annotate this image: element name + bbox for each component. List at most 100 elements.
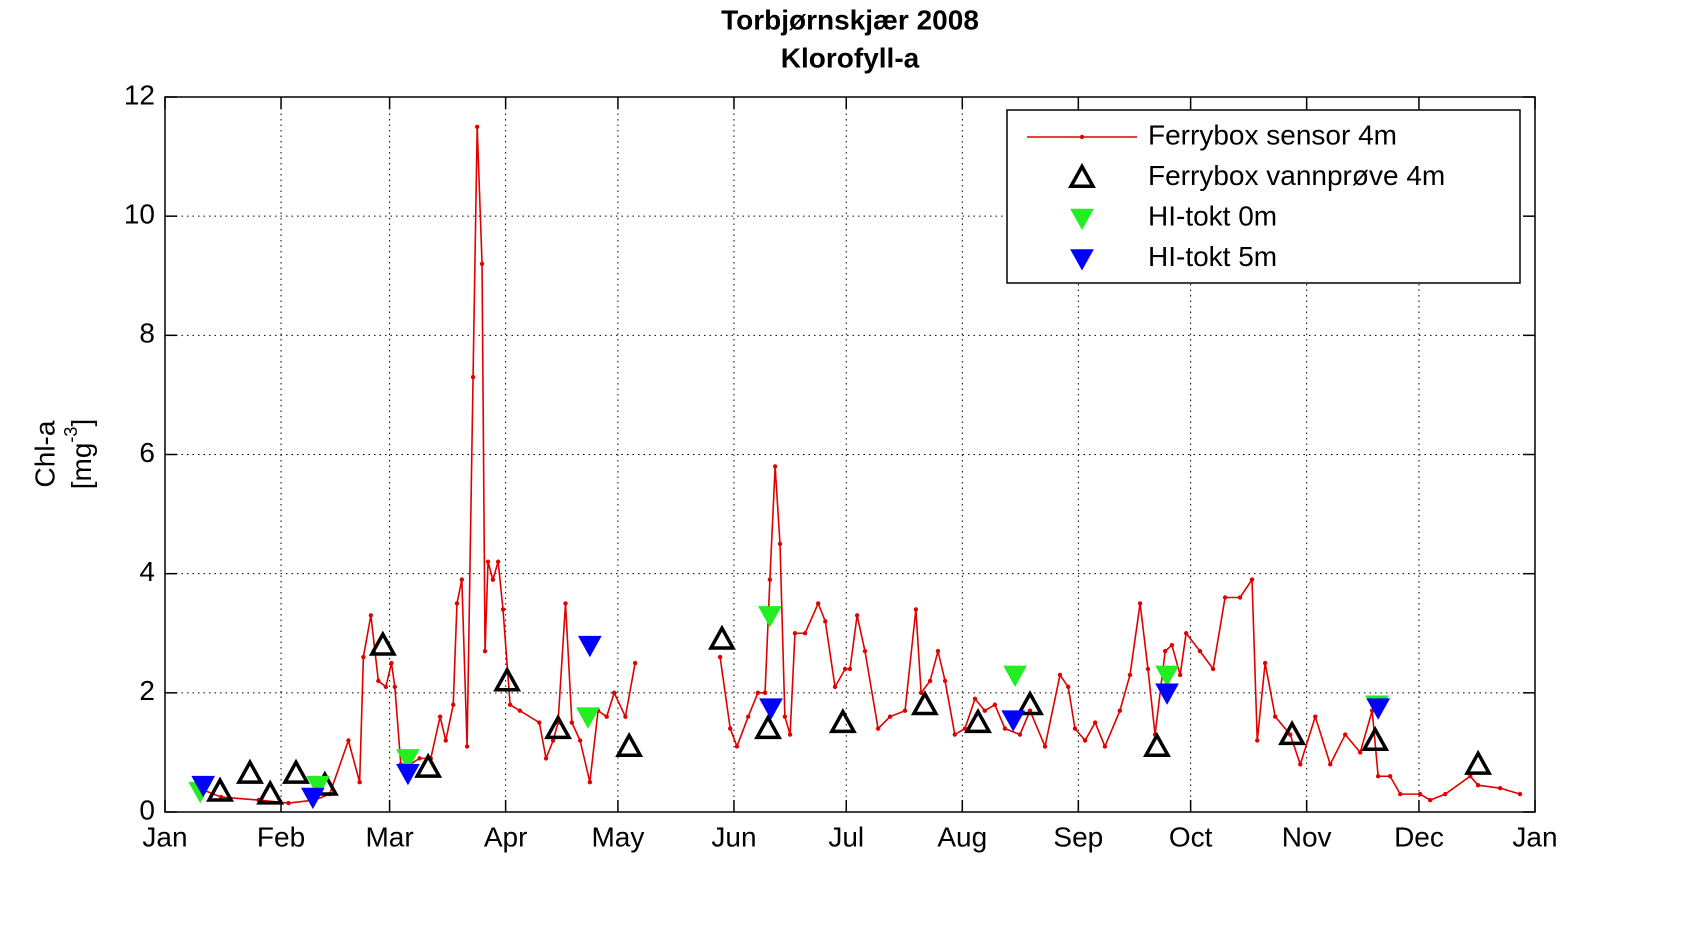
data-point bbox=[1127, 672, 1133, 678]
sample-marker bbox=[1155, 665, 1179, 687]
sample-marker bbox=[368, 630, 397, 656]
data-point bbox=[1287, 732, 1293, 737]
data-point bbox=[767, 577, 773, 582]
y-label-unit: [mg-3] bbox=[61, 419, 98, 489]
data-point bbox=[1183, 631, 1189, 636]
legend-label: Ferrybox vannprøve 4m bbox=[1148, 160, 1445, 191]
data-point bbox=[1357, 750, 1363, 755]
data-point bbox=[361, 654, 366, 660]
x-tick-label: Dec bbox=[1394, 821, 1444, 852]
sample-marker bbox=[576, 707, 600, 729]
data-point bbox=[875, 726, 881, 731]
y-tick-label: 12 bbox=[124, 79, 155, 110]
sample-marker bbox=[282, 758, 310, 784]
data-point bbox=[1017, 732, 1023, 737]
data-point bbox=[611, 690, 617, 696]
data-point bbox=[755, 690, 761, 696]
data-point bbox=[286, 800, 291, 806]
chart-title: Torbjørnskjær 2008 bbox=[721, 4, 979, 35]
sample-marker bbox=[206, 776, 234, 802]
data-point bbox=[1417, 791, 1423, 797]
data-point bbox=[470, 374, 476, 380]
data-point bbox=[1375, 774, 1381, 779]
data-point bbox=[383, 684, 389, 690]
sample-marker bbox=[758, 606, 782, 628]
data-point bbox=[507, 702, 513, 707]
x-tick-label: Aug bbox=[937, 821, 987, 852]
data-point bbox=[537, 720, 542, 725]
data-point bbox=[1298, 762, 1303, 767]
y-label-line: Chl-a bbox=[29, 420, 60, 487]
sample-marker bbox=[1003, 665, 1027, 687]
x-tick-label: Jul bbox=[828, 821, 864, 852]
data-point bbox=[495, 559, 501, 564]
sample-marker bbox=[708, 624, 736, 650]
data-point bbox=[1313, 714, 1318, 719]
data-point bbox=[862, 648, 868, 654]
data-point bbox=[802, 631, 808, 636]
plot-frame bbox=[164, 96, 1536, 813]
legend-marker bbox=[1068, 162, 1096, 189]
y-tick-label: 4 bbox=[139, 556, 155, 587]
legend-label: HI-tokt 5m bbox=[1148, 241, 1277, 272]
x-tick-label: Mar bbox=[365, 821, 413, 852]
data-point bbox=[1092, 720, 1098, 725]
sample-marker bbox=[1001, 710, 1026, 732]
legend-label: HI-tokt 0m bbox=[1148, 200, 1277, 231]
data-point bbox=[482, 648, 488, 654]
data-point bbox=[1082, 738, 1088, 743]
data-point bbox=[1398, 791, 1403, 797]
x-tick-label: Sep bbox=[1053, 821, 1103, 852]
data-point bbox=[1262, 660, 1268, 666]
legend-label: Ferrybox sensor 4m bbox=[1148, 119, 1397, 150]
data-point bbox=[464, 744, 470, 749]
legend-box bbox=[1006, 109, 1521, 284]
y-tick-label: 6 bbox=[139, 437, 155, 468]
data-point bbox=[1249, 577, 1255, 582]
data-point bbox=[1117, 708, 1123, 713]
x-tick-label: Nov bbox=[1282, 821, 1332, 852]
sample-marker bbox=[910, 690, 939, 716]
data-point bbox=[972, 696, 978, 701]
sample-marker bbox=[235, 758, 264, 784]
sample-marker bbox=[828, 708, 857, 734]
data-point bbox=[474, 124, 480, 129]
data-point bbox=[1255, 738, 1260, 743]
data-point bbox=[623, 714, 628, 719]
data-point bbox=[451, 702, 456, 707]
y-label-end: ] bbox=[66, 419, 97, 427]
data-point bbox=[1427, 797, 1433, 803]
sample-marker bbox=[191, 775, 216, 798]
data-point bbox=[1102, 744, 1108, 749]
data-point bbox=[1343, 732, 1348, 737]
data-point bbox=[543, 756, 549, 761]
data-point bbox=[389, 660, 394, 666]
x-tick-label: Jan bbox=[1512, 821, 1557, 852]
x-tick-label: Oct bbox=[1169, 821, 1213, 852]
sample-marker bbox=[754, 713, 782, 740]
legend-marker bbox=[1079, 134, 1085, 140]
sample-marker bbox=[615, 731, 644, 758]
data-point bbox=[392, 684, 398, 690]
data-point bbox=[854, 613, 860, 618]
sample-marker bbox=[306, 775, 330, 798]
sample-marker bbox=[1278, 719, 1307, 746]
data-point bbox=[992, 702, 998, 707]
sample-marker bbox=[1142, 731, 1171, 758]
data-point bbox=[604, 714, 609, 719]
x-tick-label: Apr bbox=[484, 821, 528, 852]
data-point bbox=[935, 648, 941, 654]
sample-marker bbox=[396, 763, 420, 786]
data-point bbox=[913, 607, 919, 612]
data-point bbox=[1387, 774, 1393, 779]
sample-marker bbox=[759, 698, 783, 720]
data-point bbox=[762, 690, 768, 696]
data-point bbox=[717, 654, 723, 660]
data-point bbox=[550, 738, 556, 743]
sample-marker bbox=[493, 666, 522, 692]
data-point bbox=[787, 732, 793, 737]
data-point bbox=[454, 601, 460, 606]
x-tick-label: May bbox=[591, 821, 644, 852]
data-point bbox=[417, 756, 422, 761]
data-point bbox=[1468, 774, 1473, 779]
